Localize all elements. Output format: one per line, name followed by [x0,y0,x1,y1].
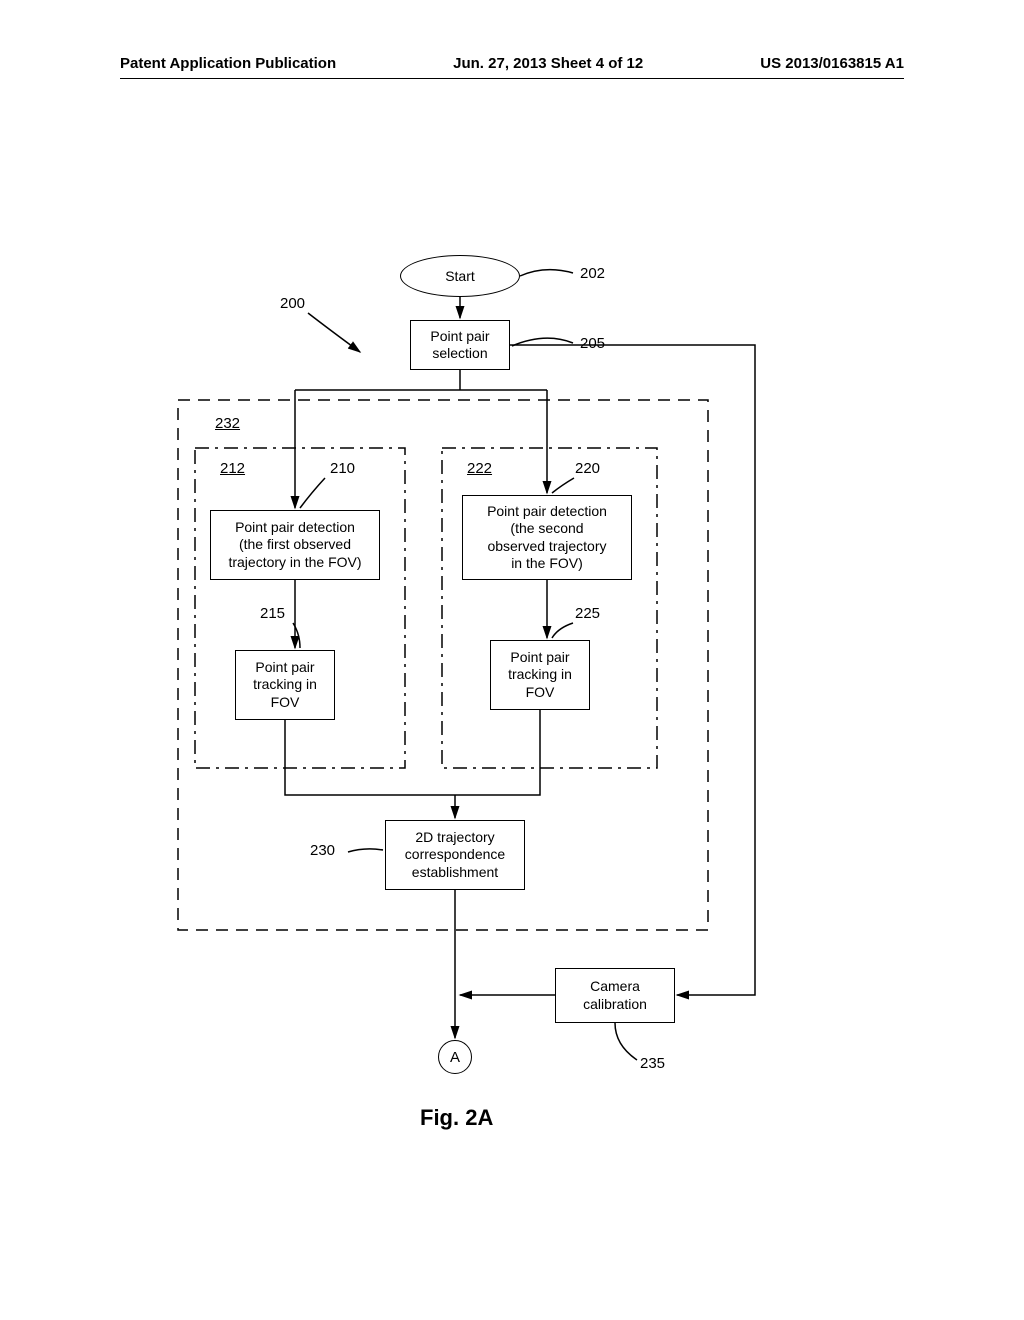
ref-232: 232 [215,415,240,432]
point-pair-selection-box: Point pair selection [410,320,510,370]
box-235-label: Camera calibration [583,978,647,1013]
ref-202: 202 [580,265,605,282]
ref-210: 210 [330,460,355,477]
figure-caption: Fig. 2A [420,1105,493,1131]
ref-235: 235 [640,1055,665,1072]
ref-200: 200 [280,295,305,312]
connector-a: A [438,1040,472,1074]
ref-225: 225 [575,605,600,622]
start-label: Start [445,268,475,284]
ref-205: 205 [580,335,605,352]
box-215: Point pair tracking in FOV [235,650,335,720]
box-220-label: Point pair detection (the second observe… [487,503,607,573]
box-225-label: Point pair tracking in FOV [508,649,572,702]
box-230: 2D trajectory correspondence establishme… [385,820,525,890]
diagram-canvas: Start 202 Point pair selection 205 200 2… [0,0,1024,1320]
box-210: Point pair detection (the first observed… [210,510,380,580]
ref-230: 230 [310,842,335,859]
box-225: Point pair tracking in FOV [490,640,590,710]
ref-220: 220 [575,460,600,477]
box-220: Point pair detection (the second observe… [462,495,632,580]
start-node: Start [400,255,520,297]
box-210-label: Point pair detection (the first observed… [228,519,361,572]
ref-212: 212 [220,460,245,477]
box-235: Camera calibration [555,968,675,1023]
ref-215: 215 [260,605,285,622]
connector-a-label: A [450,1049,460,1066]
box-230-label: 2D trajectory correspondence establishme… [405,829,505,882]
pps-label: Point pair selection [430,328,489,363]
box-215-label: Point pair tracking in FOV [253,659,317,712]
ref-222: 222 [467,460,492,477]
